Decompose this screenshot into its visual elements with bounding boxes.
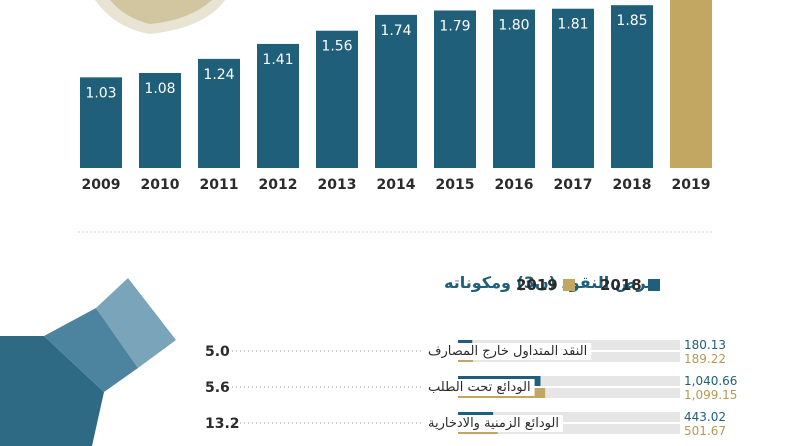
value-2019-row-0: 189.22 — [684, 352, 726, 366]
decorative-photo-corner — [95, 0, 225, 34]
bar-2017 — [552, 8, 594, 168]
value-2019-row-1: 1,099.15 — [684, 388, 737, 402]
year-tick-label-2017: 2017 — [554, 177, 593, 193]
bar-2015 — [434, 10, 476, 169]
category-label-backing-row-2 — [424, 415, 563, 432]
bar-value-label-2011: 1.24 — [203, 67, 234, 83]
legend-swatch-2019 — [563, 279, 575, 291]
value-2018-row-2: 443.02 — [684, 410, 726, 424]
year-tick-label-2019: 2019 — [672, 177, 711, 193]
category-label-row-0: النقد المتداول خارج المصارف — [428, 344, 587, 359]
bar-value-label-2010: 1.08 — [144, 81, 175, 97]
year-tick-label-2012: 2012 — [259, 177, 298, 193]
legend: 2018 2019 — [516, 276, 660, 294]
category-label-row-2: الودائع الزمنية والادخارية — [428, 416, 559, 431]
decorative-donut-segments — [0, 278, 176, 446]
bar-value-label-2012: 1.41 — [262, 52, 293, 68]
value-2018-row-0: 180.13 — [684, 338, 726, 352]
bar-2012 — [257, 43, 299, 168]
yearly-bar-chart: 1.03 2009 1.08 2010 1.24 2011 1.41 2012 1.56 2013… — [80, 0, 712, 193]
money-supply-title: عرض النقود (ن3) ومكوناته — [444, 273, 657, 292]
legend-label-2018: 2018 — [600, 276, 642, 294]
bar-2016 — [493, 9, 535, 168]
share-value-row-1: 5.6 — [205, 380, 230, 396]
bar-value-label-2018: 1.85 — [616, 13, 647, 29]
value-2019-row-2: 501.67 — [684, 424, 726, 438]
year-tick-label-2016: 2016 — [495, 177, 534, 193]
track-2018-row-2 — [458, 412, 680, 422]
bar-2013 — [316, 30, 358, 168]
bar-value-label-2017: 1.81 — [557, 17, 588, 33]
track-2019-row-1 — [458, 388, 680, 398]
bar-2009 — [80, 77, 122, 168]
track-2019-row-2 — [458, 424, 680, 434]
value-2018-row-1: 1,040.66 — [684, 374, 737, 388]
share-value-row-2: 13.2 — [205, 416, 240, 432]
year-tick-label-2009: 2009 — [82, 177, 121, 193]
bar-2018 — [611, 5, 653, 169]
bar-2011 — [198, 58, 240, 168]
category-label-row-1: الودائع تحت الطلب — [428, 380, 531, 395]
year-tick-label-2013: 2013 — [318, 177, 357, 193]
bar-2019 — [670, 0, 712, 168]
category-label-backing-row-1 — [424, 379, 535, 396]
track-2018-row-1 — [458, 376, 680, 386]
bar-2010 — [139, 72, 181, 168]
legend-swatch-2018 — [648, 279, 660, 291]
legend-label-2019: 2019 — [516, 276, 558, 294]
year-tick-label-2018: 2018 — [613, 177, 652, 193]
year-tick-label-2014: 2014 — [377, 177, 416, 193]
bar-value-label-2016: 1.80 — [498, 18, 529, 34]
bar-2014 — [375, 14, 417, 168]
category-label-backing-row-0 — [424, 343, 592, 360]
bar-value-label-2009: 1.03 — [85, 85, 116, 101]
bar-value-label-2015: 1.79 — [439, 18, 470, 34]
share-value-row-0: 5.0 — [205, 344, 230, 360]
bar-value-label-2013: 1.56 — [321, 39, 352, 55]
year-tick-label-2015: 2015 — [436, 177, 475, 193]
bar-value-label-2014: 1.74 — [380, 23, 411, 39]
year-tick-label-2011: 2011 — [200, 177, 239, 193]
year-tick-label-2010: 2010 — [141, 177, 180, 193]
